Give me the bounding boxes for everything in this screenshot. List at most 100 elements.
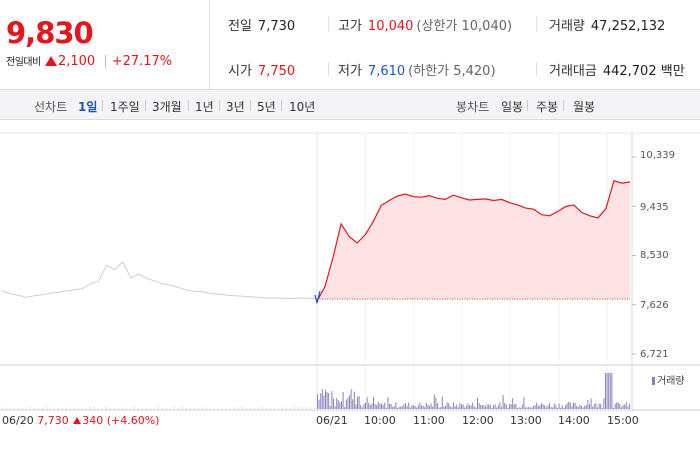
volume-bar [464, 407, 466, 409]
volume-bar [186, 407, 187, 409]
x-tick-label: 15:00 [607, 414, 639, 427]
volume-bar [443, 406, 445, 409]
volume-bar [568, 402, 570, 409]
volume-bar [114, 407, 115, 409]
volume-bar [320, 393, 322, 409]
volume-bar [218, 407, 219, 409]
prev-day-change: 340 [82, 414, 104, 427]
current-price: 9,830 [6, 16, 94, 50]
volume-bar [2, 407, 3, 409]
volume-bar [406, 405, 408, 409]
volume-bar [550, 406, 552, 409]
divider [219, 100, 220, 111]
volume-bar [342, 392, 344, 409]
volume-bar [505, 404, 507, 409]
volume-bar [146, 407, 147, 409]
volume-bar [504, 402, 506, 409]
volume-bar [317, 394, 318, 409]
stat-value: 7,730 [257, 19, 296, 34]
period-1d[interactable]: 1일 [78, 100, 98, 114]
volume-bar [496, 407, 498, 409]
volume-bar [473, 406, 475, 409]
volume-bar [453, 402, 454, 409]
divider [328, 62, 329, 76]
low-dip-marker [314, 290, 321, 304]
volume-bar [457, 407, 459, 409]
volume-bar [130, 408, 131, 409]
prev-day-pct: (+4.60%) [106, 414, 160, 427]
volume-bar [371, 403, 373, 409]
volume-legend: 거래량 [652, 372, 685, 387]
volume-bar [357, 397, 358, 409]
candle-monthly[interactable]: 월봉 [573, 100, 596, 114]
divider [188, 100, 189, 111]
divider [250, 100, 251, 111]
volume-bar [54, 408, 55, 409]
volume-bar [262, 407, 263, 409]
volume-bar [619, 403, 621, 409]
volume-bar [194, 407, 195, 409]
prev-day-summary: 06/20 7,730 340 (+4.60%) [2, 414, 159, 427]
volume-bar [509, 404, 510, 409]
volume-bar [601, 407, 603, 409]
change-label: 전일대비 [6, 57, 41, 68]
divider [102, 100, 103, 111]
volume-bar [472, 402, 474, 409]
volume-bar [230, 407, 231, 409]
prev-day-date: 06/20 [2, 414, 34, 427]
volume-bar [417, 405, 419, 409]
period-3y[interactable]: 3년 [226, 100, 245, 114]
volume-bar [270, 407, 271, 409]
volume-bar [485, 406, 486, 409]
volume-bar [10, 408, 11, 409]
candle-daily[interactable]: 일봉 [501, 100, 524, 114]
volume-bar [62, 408, 63, 409]
period-5y[interactable]: 5년 [257, 100, 276, 114]
volume-bar [617, 402, 619, 409]
volume-bar [250, 407, 251, 409]
candle-weekly[interactable]: 주봉 [536, 100, 559, 114]
volume-bar [459, 403, 461, 409]
volume-bar [353, 391, 355, 409]
divider [536, 17, 537, 31]
volume-bar [517, 407, 518, 409]
period-1w[interactable]: 1주일 [110, 100, 140, 114]
volume-bar [542, 404, 544, 409]
volume-bar [302, 407, 303, 409]
period-1y[interactable]: 1년 [195, 100, 214, 114]
volume-bar [178, 408, 179, 409]
divider: | [103, 54, 108, 69]
period-10y[interactable]: 10년 [289, 100, 316, 114]
volume-bar [46, 407, 47, 409]
volume-bar [432, 406, 434, 409]
volume-bar [502, 395, 504, 409]
volume-bar [515, 403, 517, 409]
volume-bar [210, 408, 211, 409]
volume-bar [226, 408, 227, 409]
y-tick-label: 6,721 [640, 349, 669, 360]
stat-label: 시가 [228, 64, 252, 79]
volume-bar [361, 407, 363, 409]
volume-bar [400, 406, 402, 409]
volume-bar [314, 407, 315, 409]
price-chart[interactable] [0, 120, 700, 450]
volume-bar [557, 408, 558, 409]
volume-bar [166, 407, 167, 409]
period-3m[interactable]: 3개월 [152, 100, 182, 114]
quote-header: 9,830 전일대비 2,100 | +27.17% 전일 7,730 시가 7,75… [0, 0, 700, 90]
volume-bar [569, 402, 571, 409]
volume-bar [337, 400, 339, 409]
volume-bar [481, 405, 483, 409]
volume-bar [377, 402, 379, 409]
volume-bar [585, 404, 587, 409]
stat-value: 7,750 [257, 64, 296, 79]
upper-limit: (상한가 10,040) [416, 19, 513, 34]
volume-bar [433, 394, 435, 409]
y-tick-label: 10,339 [640, 150, 675, 161]
change-percent: +27.17% [111, 54, 173, 69]
volume-bar [318, 399, 320, 409]
volume-bar [170, 408, 171, 409]
volume-bar [14, 408, 15, 409]
volume-bar [238, 407, 239, 409]
volume-bar [142, 408, 143, 409]
